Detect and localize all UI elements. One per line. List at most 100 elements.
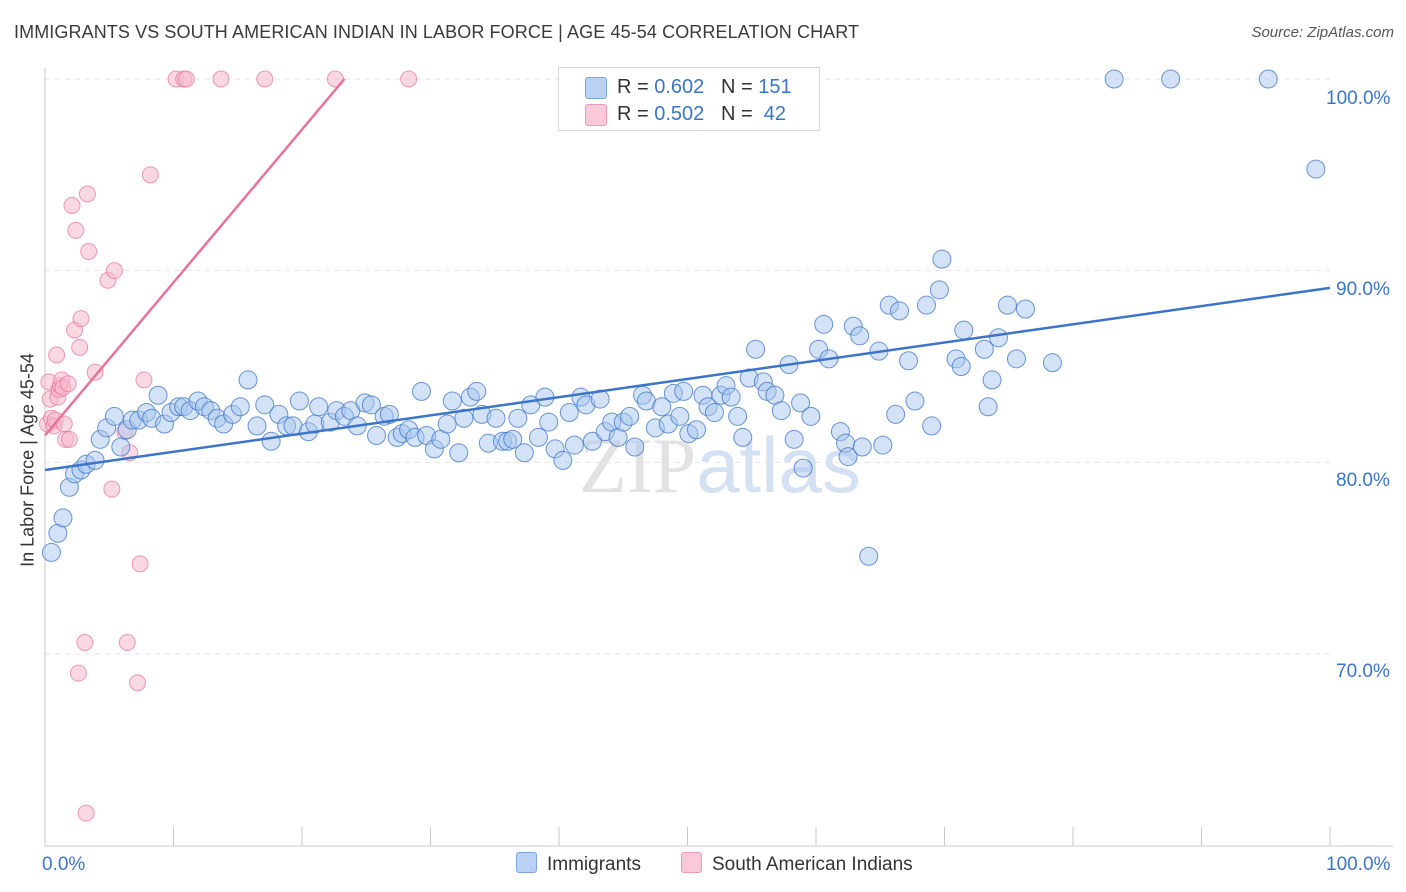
immigrant-point bbox=[1042, 353, 1062, 373]
legend-r-label: R = bbox=[617, 103, 655, 125]
immigrant-point bbox=[486, 408, 506, 428]
immigrant-point bbox=[564, 435, 584, 455]
immigrant-point bbox=[238, 370, 258, 390]
trend-lines bbox=[44, 78, 1331, 472]
south-american-point bbox=[400, 70, 418, 88]
south-american-legend-label: South American Indians bbox=[712, 854, 913, 875]
immigrant-point bbox=[41, 542, 61, 562]
bottom-legend-south-american[interactable]: South American Indians bbox=[681, 852, 913, 876]
immigrant-point bbox=[733, 427, 753, 447]
immigrant-point bbox=[1306, 159, 1326, 179]
immigrant-point bbox=[704, 403, 724, 422]
immigrant-point bbox=[559, 403, 579, 422]
immigrant-point bbox=[978, 397, 998, 417]
south-american-point bbox=[60, 430, 78, 448]
immigrant-point bbox=[929, 280, 949, 300]
immigrant-point bbox=[111, 437, 131, 457]
immigrant-point bbox=[917, 295, 937, 315]
immigrant-point bbox=[951, 357, 971, 376]
south-american-point bbox=[118, 634, 136, 651]
legend-n-label: N = bbox=[720, 76, 759, 98]
immigrant-point bbox=[553, 450, 573, 470]
south-american-point bbox=[135, 371, 153, 389]
y-tick-100: 100.0% bbox=[1326, 88, 1391, 109]
south-american-point bbox=[129, 674, 147, 692]
legend-n-value: 42 bbox=[758, 103, 787, 125]
bottom-legend-immigrants[interactable]: Immigrants bbox=[516, 852, 641, 876]
south-american-points bbox=[39, 70, 418, 822]
south-american-point bbox=[78, 185, 96, 203]
immigrant-point bbox=[784, 429, 804, 449]
immigrant-point bbox=[670, 406, 690, 426]
immigrant-point bbox=[85, 450, 105, 470]
immigrants-legend-label: Immigrants bbox=[547, 854, 641, 875]
immigrant-point bbox=[148, 385, 168, 405]
immigrant-point bbox=[1015, 299, 1035, 319]
y-tick-90: 90.0% bbox=[1336, 279, 1390, 300]
immigrant-point bbox=[449, 443, 469, 463]
immigrant-point bbox=[721, 387, 741, 407]
immigrant-point bbox=[503, 429, 523, 449]
south-american-point bbox=[80, 243, 98, 260]
immigrant-point bbox=[508, 408, 528, 428]
immigrant-point bbox=[859, 546, 879, 566]
immigrant-point bbox=[771, 401, 791, 421]
immigrant-point bbox=[367, 426, 387, 445]
immigrant-point bbox=[988, 328, 1008, 348]
immigrant-point bbox=[899, 351, 919, 371]
immigrant-point bbox=[247, 416, 267, 436]
grid-lines bbox=[45, 78, 1330, 655]
south-american-point bbox=[141, 166, 159, 184]
south-american-point bbox=[59, 375, 77, 393]
immigrant-point bbox=[728, 406, 748, 426]
correlation-legend: R = 0.602 N = 151 R = 0.502 N = 42 bbox=[558, 67, 820, 131]
south-american-point bbox=[69, 664, 87, 682]
x-tick-100: 100.0% bbox=[1326, 854, 1391, 875]
legend-n-value: 151 bbox=[758, 76, 792, 98]
immigrant-point bbox=[954, 320, 974, 340]
south-american-point bbox=[48, 346, 66, 364]
south-american-legend-swatch bbox=[681, 852, 702, 873]
immigrant-point bbox=[528, 427, 548, 447]
immigrant-point bbox=[261, 431, 281, 451]
source-label: Source: ZipAtlas.com bbox=[1251, 24, 1394, 41]
immigrant-point bbox=[850, 326, 870, 346]
south-american-point bbox=[256, 70, 274, 88]
y-tick-80: 80.0% bbox=[1336, 470, 1390, 491]
immigrant-point bbox=[890, 301, 910, 321]
south-american-swatch bbox=[585, 104, 607, 126]
immigrant-point bbox=[437, 414, 457, 434]
south-american-point bbox=[63, 197, 81, 214]
south-american-point bbox=[72, 310, 90, 328]
immigrant-point bbox=[1161, 69, 1181, 89]
immigrant-point bbox=[454, 408, 474, 428]
south-american-point bbox=[131, 555, 149, 573]
legend-n-label: N = bbox=[720, 103, 759, 125]
immigrant-point bbox=[1258, 69, 1278, 89]
y-axis-label: In Labor Force | Age 45-54 bbox=[17, 353, 38, 567]
south-american-point bbox=[77, 804, 95, 822]
south-american-point bbox=[105, 262, 123, 280]
south-american-point bbox=[103, 480, 121, 498]
immigrant-point bbox=[838, 447, 858, 467]
immigrant-point bbox=[361, 395, 381, 415]
immigrants-legend-swatch bbox=[516, 852, 537, 873]
immigrant-point bbox=[814, 314, 834, 334]
immigrant-point bbox=[686, 420, 706, 440]
immigrants-swatch bbox=[585, 77, 607, 99]
immigrant-point bbox=[539, 412, 559, 432]
legend-r-value: 0.602 bbox=[654, 76, 705, 98]
south-american-point bbox=[177, 70, 195, 88]
south-american-point bbox=[67, 221, 85, 239]
legend-r-value: 0.502 bbox=[654, 103, 705, 125]
immigrant-point bbox=[53, 508, 73, 528]
immigrant-point bbox=[514, 443, 534, 463]
immigrant-point bbox=[793, 458, 813, 478]
immigrant-point bbox=[442, 391, 462, 411]
immigrant-point bbox=[922, 416, 942, 436]
immigrant-point bbox=[873, 435, 893, 455]
immigrant-point bbox=[230, 397, 250, 417]
immigrant-point bbox=[620, 406, 640, 426]
immigrant-point bbox=[852, 437, 872, 457]
